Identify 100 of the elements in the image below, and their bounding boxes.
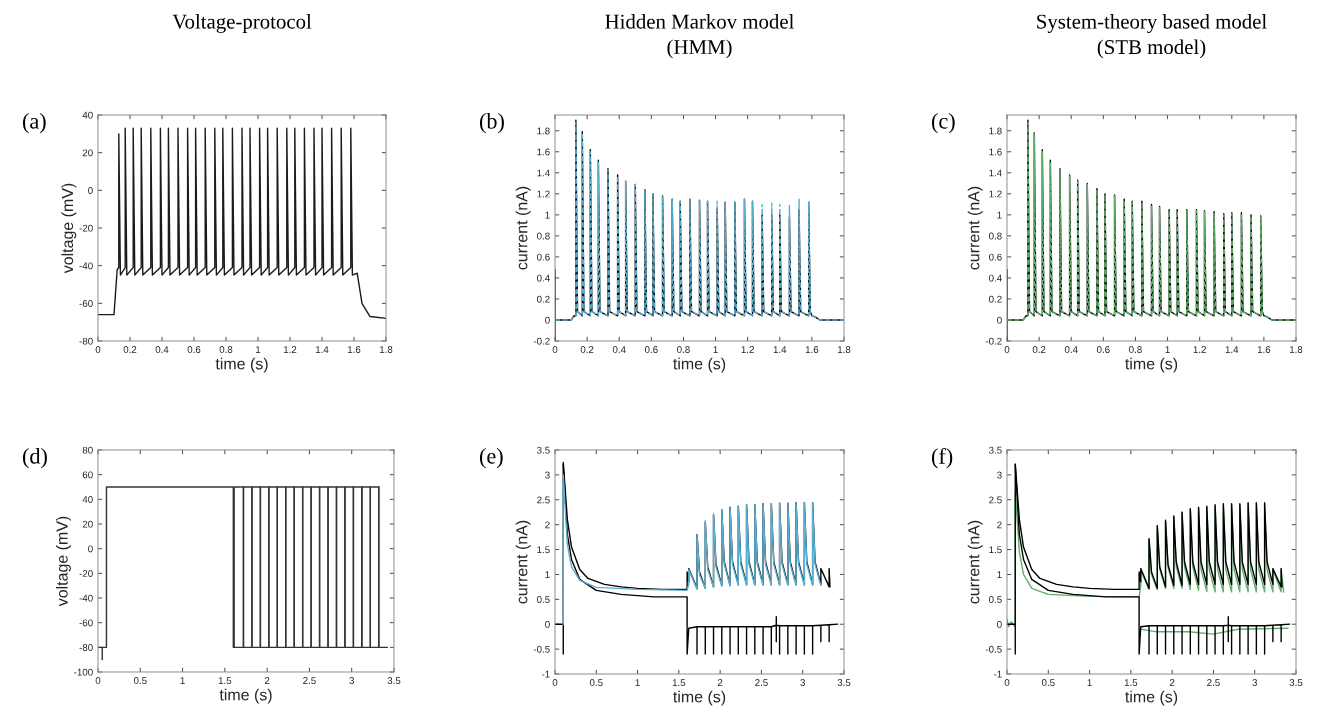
x-tick-label: 0.6 <box>1096 346 1110 353</box>
x-tick-label: 1.2 <box>283 346 297 353</box>
y-tick-label: -60 <box>79 619 93 627</box>
y-tick-label: -40 <box>79 262 93 270</box>
y-tick-label: 1.8 <box>989 127 1002 135</box>
y-axis-title: current (nA) <box>515 186 531 270</box>
x-tick-label: 1 <box>1087 679 1092 686</box>
x-tick-label: 0.2 <box>580 346 594 353</box>
y-tick-label: 0.6 <box>537 253 550 261</box>
x-tick-label: 0.4 <box>1064 346 1078 353</box>
y-tick-label: 3.5 <box>537 446 550 454</box>
y-tick-label: 0.8 <box>989 232 1002 240</box>
y-tick-label: 1.5 <box>537 546 550 554</box>
y-tick-label: 2 <box>997 521 1002 529</box>
y-tick-label: 0 <box>545 316 550 324</box>
x-tick-label: 0.4 <box>155 346 169 353</box>
y-tick-label: 0 <box>997 620 1002 628</box>
x-tick-label: 2 <box>1169 679 1175 686</box>
text: (b) <box>479 113 504 134</box>
y-tick-label: 0.8 <box>537 232 550 240</box>
x-tick-label: 1 <box>713 346 718 353</box>
y-tick-label: 20 <box>82 520 93 528</box>
x-tick-label: 0 <box>552 346 558 353</box>
x-tick-label: 1 <box>180 677 185 684</box>
y-tick-label: -0.2 <box>533 337 550 345</box>
y-tick-label: 20 <box>82 149 93 157</box>
x-tick-label: 1.5 <box>672 679 686 686</box>
x-tick-label: 3 <box>800 679 805 686</box>
x-axis-title: time (s) <box>1125 357 1178 373</box>
x-tick-label: 1.8 <box>837 346 851 353</box>
y-tick-label: 3.5 <box>989 446 1002 454</box>
y-axis-title: voltage (mV) <box>61 183 77 274</box>
x-tick-label: 1 <box>1165 346 1170 353</box>
x-tick-label: 1.8 <box>379 346 393 353</box>
y-tick-label: -1 <box>541 670 550 678</box>
y-tick-label: 0.5 <box>537 596 550 603</box>
x-tick-label: 3 <box>349 677 354 684</box>
y-tick-label: 40 <box>82 496 93 503</box>
chart-title: System-theory based model (STB model) <box>1037 14 1267 59</box>
chart-title: Voltage-protocol <box>172 14 312 33</box>
x-tick-label: 0 <box>1004 679 1010 686</box>
y-tick-label: -80 <box>79 337 93 345</box>
y-tick-label: 1.6 <box>989 148 1002 156</box>
x-tick-label: 0.6 <box>644 346 658 353</box>
x-tick-label: 1.5 <box>218 677 232 684</box>
y-tick-label: 2 <box>545 521 550 529</box>
x-tick-label: 2.5 <box>303 677 316 684</box>
y-axis-title: current (nA) <box>515 520 531 604</box>
y-tick-label: -60 <box>79 300 93 307</box>
x-tick-label: 1.5 <box>1124 679 1138 686</box>
y-tick-label: 0.6 <box>989 253 1002 261</box>
chart-title: Hidden Markov model (HMM) <box>605 14 794 59</box>
x-tick-label: 0.8 <box>1129 346 1142 353</box>
x-tick-label: 1.4 <box>773 346 787 353</box>
text: (e) <box>479 448 503 469</box>
y-tick-label: -0.5 <box>533 645 550 653</box>
text: (a) <box>22 113 46 134</box>
y-tick-label: 0.2 <box>989 295 1002 303</box>
y-tick-label: 1 <box>997 211 1002 219</box>
x-tick-label: 0.6 <box>187 346 201 353</box>
x-tick-label: 0.4 <box>612 346 626 353</box>
y-tick-label: 40 <box>82 111 93 119</box>
y-tick-label: 2.5 <box>989 496 1002 504</box>
y-tick-label: 2.5 <box>537 496 550 504</box>
y-tick-label: 1 <box>545 211 550 219</box>
y-tick-label: 0 <box>997 316 1002 324</box>
x-tick-label: 1.2 <box>741 346 754 353</box>
y-tick-label: -20 <box>79 224 93 232</box>
x-tick-label: 1.2 <box>1193 346 1206 353</box>
x-tick-label: 0.5 <box>1041 679 1055 686</box>
y-tick-label: 1 <box>545 571 550 578</box>
y-tick-label: 0 <box>88 187 93 194</box>
x-tick-label: 0 <box>95 346 101 353</box>
y-tick-label: 0.4 <box>989 274 1002 282</box>
y-tick-label: 80 <box>82 446 93 454</box>
y-tick-label: 1.8 <box>537 127 550 135</box>
y-tick-label: -80 <box>79 644 93 651</box>
text: (f) <box>931 448 953 469</box>
text: (d) <box>22 448 47 469</box>
y-tick-label: 0.2 <box>537 295 550 303</box>
x-tick-label: 2.5 <box>1207 679 1220 686</box>
x-tick-label: 0.2 <box>1032 346 1046 353</box>
x-tick-label: 2 <box>264 677 270 684</box>
x-tick-label: 3.5 <box>1289 679 1303 686</box>
y-tick-label: 60 <box>82 471 93 479</box>
x-tick-label: 1.4 <box>315 346 329 353</box>
x-tick-label: 1.6 <box>1257 346 1271 353</box>
y-axis-title: current (nA) <box>967 520 983 604</box>
y-tick-label: 1.4 <box>537 169 550 177</box>
x-tick-label: 1 <box>635 679 640 686</box>
x-tick-label: 0.2 <box>123 346 137 353</box>
x-tick-label: 2.5 <box>755 679 768 686</box>
x-axis-title: time (s) <box>673 690 726 706</box>
y-tick-label: 1 <box>997 571 1002 578</box>
x-tick-label: 0 <box>1004 346 1010 353</box>
y-tick-label: 1.2 <box>537 190 550 198</box>
x-tick-label: 3.5 <box>387 677 401 684</box>
x-tick-label: 0.5 <box>133 677 147 684</box>
y-axis-title: voltage (mV) <box>56 516 71 607</box>
x-tick-label: 0.8 <box>219 346 233 353</box>
